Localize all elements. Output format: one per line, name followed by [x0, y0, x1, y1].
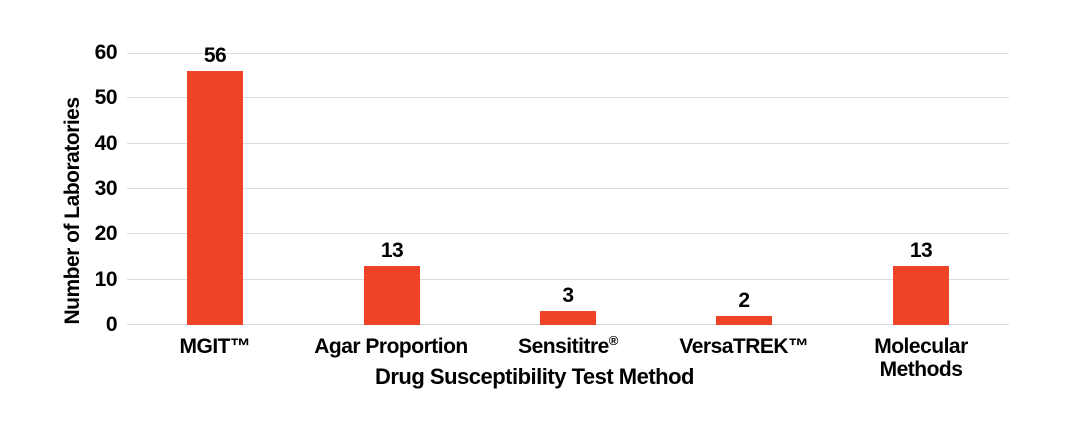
bar-value-label-3: 3 — [562, 284, 574, 307]
y-tick-label-30: 30 — [94, 177, 118, 200]
bar-2 — [364, 266, 420, 325]
bar-value-label-4: 2 — [738, 289, 750, 312]
bar-1 — [187, 71, 243, 325]
y-tick-label-50: 50 — [94, 86, 118, 109]
x-category-label-2: Agar Proportion — [314, 335, 468, 358]
y-tick-label-40: 40 — [94, 132, 118, 155]
gridline-y20 — [127, 233, 1009, 234]
bar-value-label-2: 13 — [380, 239, 404, 262]
gridline-y10 — [127, 279, 1009, 280]
x-category-label-5: Molecular Methods — [874, 335, 968, 381]
y-tick-label-0: 0 — [105, 313, 118, 336]
y-tick-label-10: 10 — [94, 268, 118, 291]
bar-5 — [893, 266, 949, 325]
gridline-y50 — [127, 97, 1009, 98]
bar-value-label-1: 56 — [203, 44, 227, 67]
y-tick-label-20: 20 — [94, 222, 118, 245]
x-axis-title: Drug Susceptibility Test Method — [374, 364, 695, 389]
bar-3 — [540, 311, 596, 325]
bar-value-label-5: 13 — [909, 239, 933, 262]
y-tick-label-60: 60 — [94, 41, 118, 64]
x-category-label-3: Sensititre® — [518, 333, 619, 358]
gridline-y30 — [127, 188, 1009, 189]
gridline-y60 — [127, 53, 1009, 54]
plot-area: 0 10 20 30 40 50 60 56 MGIT™ 13 Agar Proportion 3 Se… — [95, 41, 1009, 381]
gridline-y40 — [127, 143, 1009, 144]
registered-trademark-symbol: ® — [608, 333, 619, 348]
x-category-label-1: MGIT™ — [179, 335, 252, 358]
bar-4 — [716, 316, 772, 325]
x-category-label-4: VersaTREK™ — [679, 335, 809, 358]
